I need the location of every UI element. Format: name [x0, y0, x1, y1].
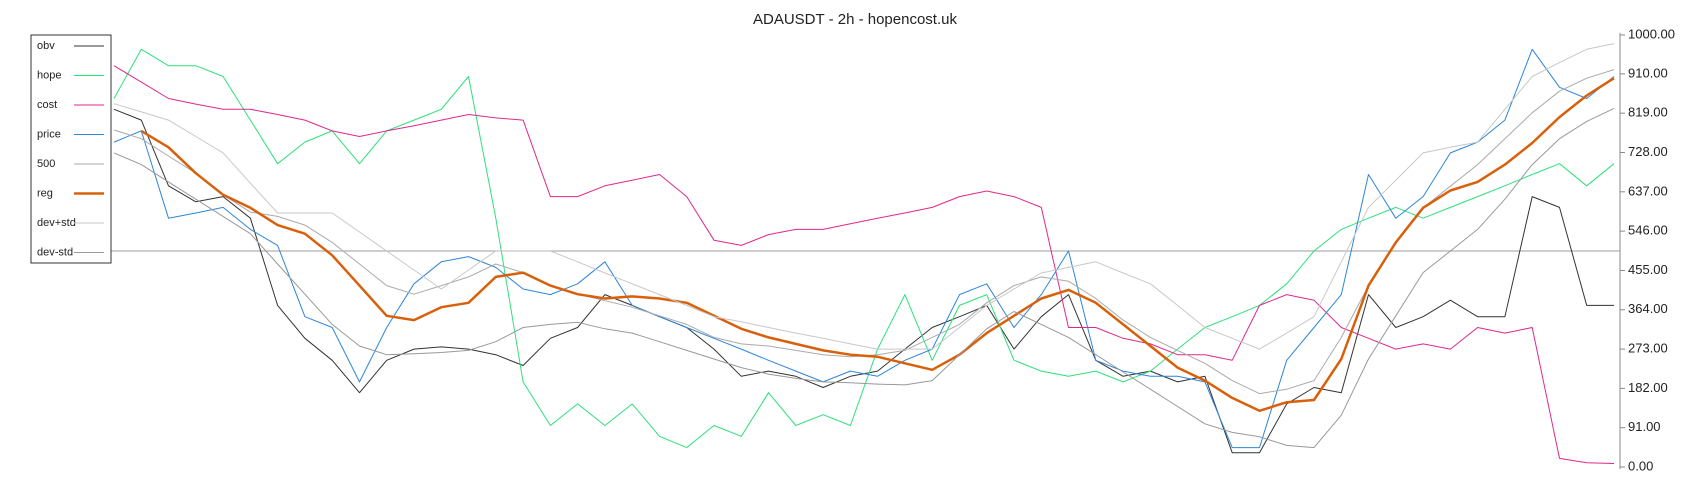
- plot-area: 1000.00 910.00 819.00 728.00 637.00 546.00 455…: [31, 26, 1675, 473]
- legend-label: dev-std: [37, 246, 73, 258]
- series-line: [113, 43, 1615, 350]
- legend-box: [30, 34, 112, 264]
- y-tick-label: 455.00: [1628, 262, 1668, 277]
- y-tick-label: 0.00: [1628, 458, 1653, 473]
- y-tick-label: 819.00: [1628, 105, 1668, 120]
- legend-label: hope: [37, 69, 61, 81]
- legend-label: 500: [37, 158, 55, 170]
- series-line: [113, 69, 1615, 395]
- y-tick-label: 910.00: [1628, 65, 1668, 80]
- legend-label: price: [37, 128, 61, 140]
- legend: obv hope cost price 500 reg dev+std dev-std: [30, 34, 112, 264]
- y-tick-label: 637.00: [1628, 183, 1668, 198]
- series-line: [113, 107, 1615, 449]
- series-line: [113, 108, 1614, 454]
- legend-label: cost: [37, 99, 57, 111]
- series-line: [113, 48, 1615, 449]
- y-tick-label: 182.00: [1628, 380, 1668, 395]
- legend-label: obv: [37, 40, 55, 52]
- chart-title: ADAUSDT - 2h - hopencost.uk: [753, 11, 957, 28]
- y-tick-label: 273.00: [1628, 341, 1668, 356]
- y-tick-label: 1000.00: [1628, 26, 1675, 41]
- legend-label: dev+std: [37, 217, 76, 229]
- y-tick-label: 728.00: [1628, 144, 1668, 159]
- legend-label: reg: [37, 187, 53, 199]
- series-line: [140, 77, 1615, 413]
- series-line: [113, 65, 1615, 464]
- y-tick-label: 91.00: [1628, 419, 1661, 434]
- y-tick-label: 546.00: [1628, 223, 1668, 238]
- y-tick-label: 364.00: [1628, 301, 1668, 316]
- series-line: [113, 48, 1615, 449]
